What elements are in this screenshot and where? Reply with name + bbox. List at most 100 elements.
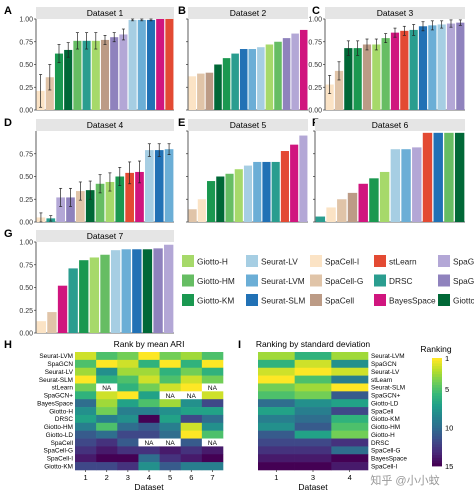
heat-cell (201, 446, 224, 455)
heat-cell (258, 446, 295, 455)
heat-cell (180, 446, 203, 455)
bar-giotto-hm (100, 254, 110, 333)
heat-cell (117, 375, 139, 384)
heat-cell (117, 454, 139, 463)
heatmap-title: Rank by mean ARI (114, 339, 185, 349)
y-tick-label: 0.25 (308, 85, 322, 92)
bar-spacell-i (188, 76, 197, 110)
heat-cell (294, 367, 332, 376)
heat-cell (180, 422, 203, 431)
heat-cell (331, 414, 369, 424)
legend-item: Giotto-H (182, 255, 228, 267)
heat-cell (138, 454, 160, 463)
heat-cell (180, 375, 203, 384)
bar-seurat-slm (239, 49, 248, 110)
heat-cell (159, 352, 182, 361)
bar-panel-b: B Dataset 2 (178, 5, 308, 111)
heat-cell (75, 462, 97, 471)
bar-spagcn (299, 135, 308, 222)
colorbar-segment (432, 371, 442, 375)
row-label: SpaGCN+ (44, 393, 74, 400)
legend-item: Seurat-SLM (246, 294, 305, 306)
row-label: SpaCell (51, 440, 73, 447)
legend-label: Seurat-LV (261, 257, 298, 267)
bar-giotto-hm (381, 38, 390, 110)
row-label: Seurat-LVM (371, 353, 405, 360)
bar-seurat-lvm (253, 161, 262, 222)
bar-giotto-hm (225, 173, 234, 222)
heat-cell (201, 359, 224, 369)
legend-swatch (310, 274, 322, 287)
heat-cell (159, 438, 182, 447)
colorbar-segment (432, 449, 442, 453)
heat-cell (117, 438, 139, 447)
bar-spagcnplus (66, 197, 75, 222)
bar-seurat-lv (110, 250, 121, 333)
row-label: SpaCell-G (371, 448, 401, 455)
column-label: 2 (105, 473, 109, 482)
column-label: 1 (83, 473, 87, 482)
colorbar-segment (432, 428, 442, 432)
bar-giotto-hm (95, 183, 105, 222)
bar-spacell (100, 39, 110, 110)
bar-seurat-slm (262, 161, 271, 222)
bar-spagcn (412, 147, 422, 222)
y-tick-label: 1.00 (19, 240, 33, 247)
colorbar-tick-label: 1 (445, 354, 449, 363)
heat-cell (138, 407, 160, 416)
legend-label: SpaCell (325, 296, 354, 306)
colorbar-segment (432, 382, 442, 386)
heat-cell (201, 422, 224, 431)
heat-cell (117, 352, 139, 361)
y-tick-label: 0.50 (19, 285, 33, 292)
heat-cell (117, 414, 139, 424)
legend-label: BayesSpace (389, 296, 436, 306)
heat-cell (159, 422, 182, 431)
panel-title: Dataset 7 (87, 231, 124, 241)
legend-item: SpaCell-I (310, 255, 359, 267)
heat-cell (331, 359, 369, 369)
legend: Giotto-H Seurat-LV SpaCell-I stLearn SpaGCN G… (182, 255, 474, 306)
heat-cell (331, 438, 369, 447)
heat-cell (75, 391, 97, 400)
heat-cell (258, 422, 295, 431)
colorbar-segment (432, 403, 442, 407)
legend-swatch (246, 274, 258, 287)
colorbar-tick-label: 5 (445, 385, 449, 394)
heat-cell (258, 462, 295, 471)
heat-cell (117, 446, 139, 455)
heat-cell (96, 367, 118, 376)
bar-spagcnplus (456, 22, 465, 110)
heat-cell (258, 430, 295, 439)
bar-spacell-g (334, 70, 344, 110)
bar-spacell-i (326, 207, 336, 222)
heat-cell (75, 414, 97, 424)
title-strip (36, 230, 174, 242)
column-label: 5 (168, 473, 172, 482)
bar-bayesspace (358, 183, 368, 222)
panel-title: Dataset 1 (87, 8, 124, 18)
title-strip (36, 7, 174, 19)
y-tick-label: 0.25 (19, 197, 33, 204)
bar-panel-a: A Dataset 1 0.00 0.25 0.50 0.75 1.00 (4, 5, 174, 115)
row-label: SpaGCN (371, 361, 397, 368)
heat-cell (75, 352, 97, 361)
heat-cell (159, 375, 182, 384)
heat-cell (159, 430, 182, 439)
bar-seurat-lvm (137, 19, 146, 110)
row-label: Giotto-KM (371, 416, 400, 423)
bar-giotto-km (79, 260, 89, 333)
y-tick-label: 0.50 (19, 174, 33, 181)
x-axis-title: Dataset (298, 482, 328, 492)
heat-cell (258, 383, 295, 392)
row-label: SpaGCN+ (371, 393, 401, 400)
heat-cell (96, 391, 118, 400)
panel-label: G (4, 228, 13, 240)
bar-panel-d: D Dataset 4 0.00 0.25 0.50 0.75 (4, 117, 174, 227)
heat-cell (138, 446, 160, 455)
bar-seurat-lv (257, 47, 265, 110)
legend-swatch (310, 255, 322, 267)
heat-cell (180, 391, 203, 400)
bar-bayesspace (57, 285, 68, 333)
